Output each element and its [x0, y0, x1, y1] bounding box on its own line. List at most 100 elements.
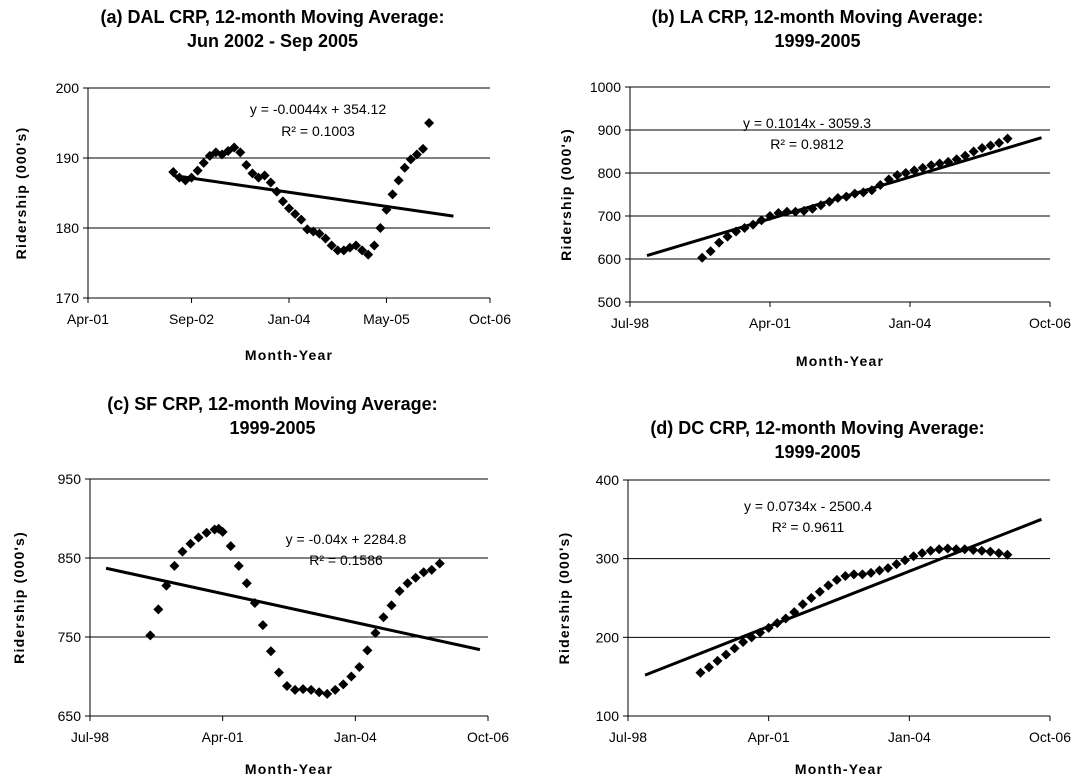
- chart-subtitle: 1999-2005: [229, 418, 316, 438]
- y-tick-label: 650: [58, 708, 82, 724]
- y-tick-label: 1000: [590, 79, 621, 95]
- data-point: [198, 157, 209, 168]
- data-point: [273, 667, 284, 678]
- x-tick-label: Apr-01: [67, 311, 109, 327]
- trendline-equation: y = -0.04x + 2284.8: [286, 531, 407, 547]
- data-point: [1002, 133, 1013, 144]
- trendline: [644, 517, 1043, 677]
- data-point: [426, 564, 437, 575]
- y-axis-label: Ridership (000's): [13, 127, 29, 260]
- y-tick-label: 700: [598, 208, 622, 224]
- data-point: [185, 538, 196, 549]
- data-point: [697, 252, 708, 263]
- data-point: [418, 567, 429, 578]
- data-point: [746, 632, 757, 643]
- data-point: [840, 570, 851, 581]
- trendline: [646, 136, 1042, 257]
- data-point: [265, 177, 276, 188]
- trendline-r-squared: R² = 0.1586: [309, 552, 383, 568]
- y-tick-label: 400: [596, 472, 620, 488]
- y-tick-label: 180: [56, 220, 80, 236]
- data-point: [362, 645, 373, 656]
- data-point: [259, 170, 270, 181]
- data-point: [363, 249, 374, 260]
- data-point: [831, 574, 842, 585]
- data-point: [290, 209, 301, 219]
- data-point: [153, 604, 164, 615]
- data-point: [865, 567, 876, 578]
- trendline-r-squared: R² = 0.9611: [772, 519, 845, 535]
- data-point: [265, 646, 276, 657]
- data-point: [393, 175, 404, 186]
- data-point: [985, 546, 996, 557]
- trendline-equation: y = 0.0734x - 2500.4: [744, 498, 872, 514]
- x-tick-label: Jul-98: [609, 729, 647, 745]
- data-point: [411, 149, 422, 160]
- x-tick-label: Oct-06: [469, 311, 511, 327]
- data-point: [857, 569, 868, 580]
- y-tick-label: 600: [598, 251, 622, 267]
- data-point: [703, 662, 714, 673]
- data-point: [375, 223, 386, 233]
- data-point: [424, 118, 435, 128]
- data-point: [213, 523, 224, 534]
- data-point: [229, 142, 240, 153]
- x-tick-label: Jan-04: [889, 315, 932, 331]
- y-axis-label: Ridership (000's): [558, 128, 574, 261]
- data-point: [917, 548, 928, 559]
- chart-subtitle: 1999-2005: [774, 31, 861, 51]
- data-point: [235, 147, 246, 158]
- x-tick-label: Oct-06: [467, 729, 509, 745]
- data-point: [1002, 549, 1013, 560]
- data-point: [322, 688, 333, 699]
- data-point: [394, 586, 405, 597]
- data-point: [241, 578, 252, 589]
- data-point: [934, 544, 945, 555]
- data-point: [942, 543, 953, 554]
- data-point: [705, 246, 716, 257]
- data-point: [247, 168, 258, 179]
- y-tick-label: 190: [56, 150, 80, 166]
- trendline-r-squared: R² = 0.9812: [770, 136, 844, 152]
- data-point: [332, 245, 343, 256]
- data-point: [330, 684, 341, 695]
- chart-title: (b) LA CRP, 12-month Moving Average:: [651, 7, 984, 27]
- data-point: [233, 560, 244, 571]
- x-tick-label: Apr-01: [749, 315, 791, 331]
- chart-panel-dc: (d) DC CRP, 12-month Moving Average: 199…: [545, 389, 1090, 778]
- chart-plot: 100 200 300 400 Jul-98 Apr-01 Jan-04 Oct-06 Mont…: [556, 472, 1071, 777]
- data-point: [739, 223, 750, 234]
- data-point: [320, 233, 331, 244]
- data-point: [145, 630, 156, 641]
- data-point: [290, 684, 301, 695]
- y-tick-label: 170: [56, 290, 80, 306]
- data-point: [217, 526, 228, 537]
- data-point: [823, 580, 834, 591]
- data-point: [976, 545, 987, 556]
- data-point: [926, 160, 937, 171]
- data-point: [917, 162, 928, 173]
- trendline-r-squared: R² = 0.1003: [281, 123, 355, 139]
- data-point: [908, 551, 919, 562]
- data-point: [848, 569, 859, 580]
- data-point: [806, 593, 817, 603]
- data-point: [225, 541, 236, 552]
- data-point: [977, 143, 988, 154]
- data-point: [985, 140, 996, 151]
- chart-plot: 170 180 190 200 Apr-01 Sep-02 Jan-04 May-05 Oct-…: [13, 80, 511, 363]
- data-point: [387, 189, 398, 200]
- x-axis-label: Month-Year: [245, 761, 333, 777]
- chart-plot: 500 600 700 800 900 1000 Jul-98 Apr-01 Jan-04 Oct…: [558, 79, 1071, 369]
- data-point: [193, 532, 204, 543]
- data-point: [434, 558, 445, 569]
- data-point: [900, 168, 911, 178]
- data-point: [900, 555, 911, 566]
- x-tick-label: Sep-02: [169, 311, 214, 327]
- data-point: [418, 143, 428, 154]
- data-point: [891, 559, 902, 570]
- data-point: [338, 679, 349, 690]
- x-tick-label: Jan-04: [334, 729, 377, 745]
- y-tick-label: 800: [598, 165, 622, 181]
- data-point: [722, 231, 733, 242]
- data-point: [874, 565, 885, 576]
